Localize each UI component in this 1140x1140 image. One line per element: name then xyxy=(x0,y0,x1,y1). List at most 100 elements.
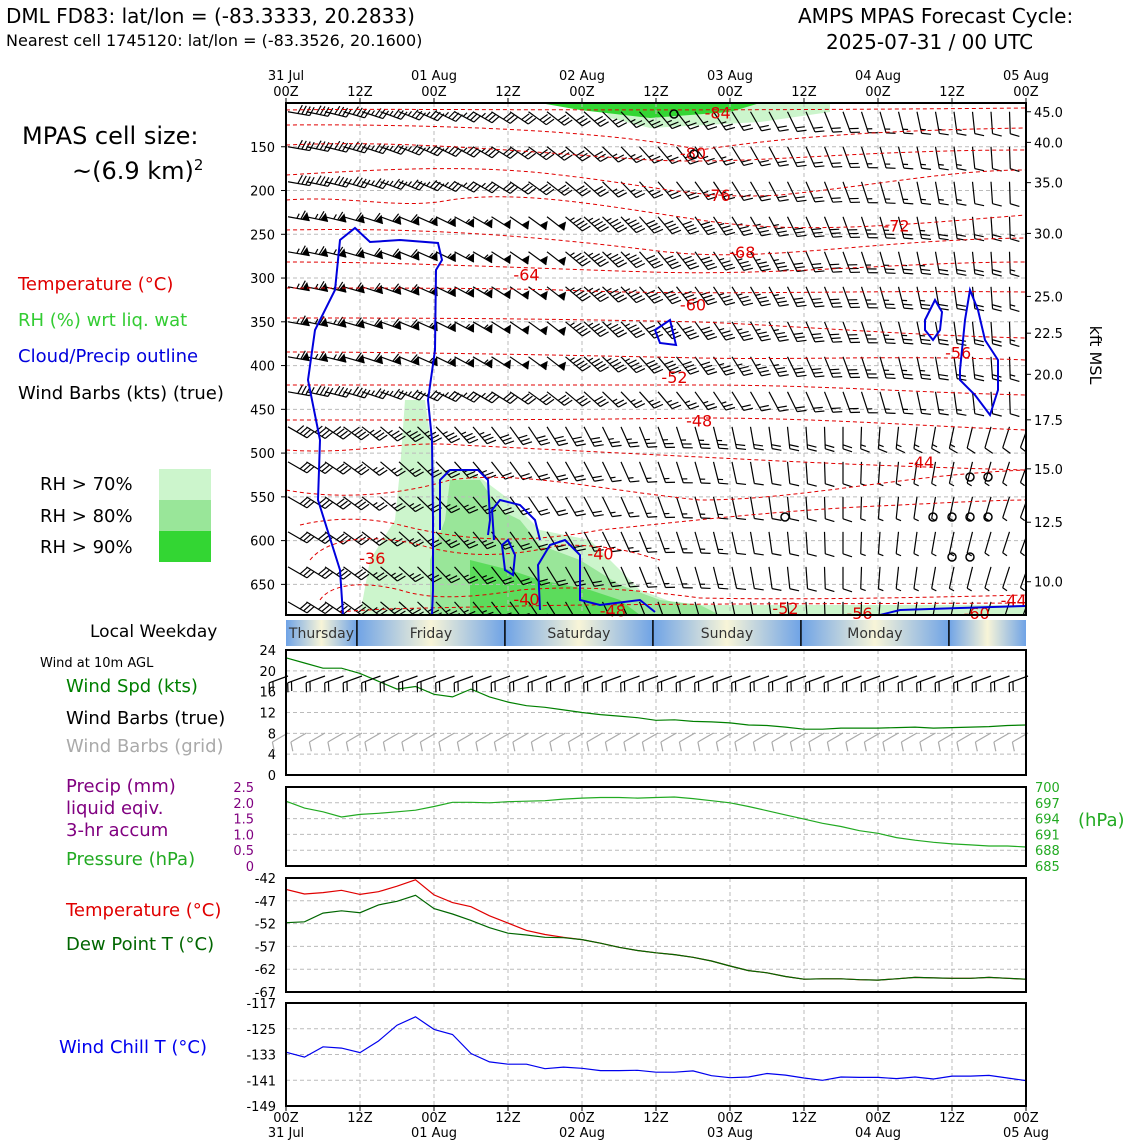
barb-shaft xyxy=(398,356,420,366)
barb-full xyxy=(504,510,515,515)
wind-barb xyxy=(845,732,862,752)
cell-size-exponent: 2 xyxy=(193,156,204,174)
pressure-tick-label: 700 xyxy=(1035,781,1060,796)
wind-barb xyxy=(675,426,693,449)
barb-full xyxy=(468,438,479,444)
barb-full xyxy=(576,478,586,482)
barb-full xyxy=(336,463,345,471)
wind-barb xyxy=(657,216,682,235)
barb-half xyxy=(718,362,725,366)
barb-full xyxy=(318,351,325,360)
wind-barb xyxy=(860,496,866,522)
y-tick-label: -117 xyxy=(246,997,276,1012)
wind-barb xyxy=(934,251,949,276)
barb-half xyxy=(664,582,670,585)
barb-full xyxy=(956,413,967,416)
barb-full xyxy=(300,245,306,255)
barb-full xyxy=(545,153,555,161)
isotherm-a xyxy=(286,107,1026,111)
isotherm-p xyxy=(309,538,661,561)
barb-full xyxy=(903,237,914,240)
barb-flag xyxy=(466,358,475,368)
barb-half xyxy=(646,512,652,515)
barb-full xyxy=(919,741,923,752)
barb-full xyxy=(651,190,661,196)
wind-barb xyxy=(860,146,878,169)
wind-barb xyxy=(882,732,899,752)
barb-full xyxy=(469,113,478,121)
barb-half xyxy=(703,155,709,159)
barb-full xyxy=(741,229,751,233)
barb-full xyxy=(886,202,896,204)
wind-barb xyxy=(380,213,402,225)
wind-barb xyxy=(953,251,967,276)
wind-barb xyxy=(583,111,609,127)
barb-full xyxy=(956,167,967,171)
barb-shaft xyxy=(491,321,511,334)
barb-half xyxy=(865,369,872,371)
barb-half xyxy=(296,318,300,324)
pressure-tick-label: 450 xyxy=(250,403,275,418)
wind-barb xyxy=(1008,216,1020,243)
barb-full xyxy=(647,586,658,588)
barb-full xyxy=(375,572,385,579)
barb-half xyxy=(444,146,449,152)
barb-shaft xyxy=(1019,601,1026,615)
isotherm-j xyxy=(286,351,1026,361)
barb-full xyxy=(1020,447,1026,454)
barb-full xyxy=(410,319,418,328)
barb-full xyxy=(392,248,400,257)
isotherm-q xyxy=(319,584,1026,601)
barb-full xyxy=(779,269,789,272)
barb-full xyxy=(825,448,835,453)
barb-half xyxy=(646,547,652,550)
barb-full xyxy=(609,323,619,330)
barb-shaft xyxy=(753,732,770,743)
barb-full xyxy=(886,237,896,239)
barb-shaft xyxy=(895,531,900,554)
barb-shaft xyxy=(823,496,826,519)
barb-full xyxy=(868,412,878,414)
barb-full xyxy=(539,394,548,401)
barb-full xyxy=(576,443,586,447)
barb-full xyxy=(357,431,367,438)
wind-barb xyxy=(324,351,347,363)
forecast-title: AMPS MPAS Forecast Cycle: xyxy=(798,4,1074,28)
barb-flag xyxy=(503,254,512,264)
barb-full xyxy=(582,330,591,337)
barb-flag xyxy=(338,318,347,328)
barb-full xyxy=(545,398,555,406)
barb-shaft xyxy=(694,601,702,615)
barb-half xyxy=(984,482,990,487)
barb-full xyxy=(591,323,600,330)
wind-barb xyxy=(934,216,949,241)
barb-full xyxy=(666,293,677,299)
barb-half xyxy=(938,163,944,166)
barb-half xyxy=(902,163,909,166)
barb-full xyxy=(797,374,807,378)
barb-half xyxy=(608,437,614,441)
barb-full xyxy=(795,301,805,304)
barb-full xyxy=(721,330,731,334)
barb-full xyxy=(761,408,771,412)
barb-full xyxy=(849,407,859,410)
barb-flag xyxy=(539,360,548,370)
wind-barb xyxy=(343,566,370,581)
barb-full xyxy=(682,255,692,261)
barb-full xyxy=(777,160,787,164)
wind-barb xyxy=(805,566,817,592)
barb-half xyxy=(427,468,433,473)
barb-full xyxy=(723,368,733,373)
barb-full xyxy=(636,262,646,269)
barb-full xyxy=(777,370,787,374)
wind-barb xyxy=(931,601,937,615)
barb-half xyxy=(721,401,727,404)
barb-flag xyxy=(301,317,310,326)
barb-full xyxy=(379,539,388,546)
barb-full xyxy=(735,443,746,447)
barb-full xyxy=(597,293,606,300)
barb-full xyxy=(860,682,863,693)
wind-barb xyxy=(694,601,702,615)
barb-full xyxy=(886,272,896,274)
